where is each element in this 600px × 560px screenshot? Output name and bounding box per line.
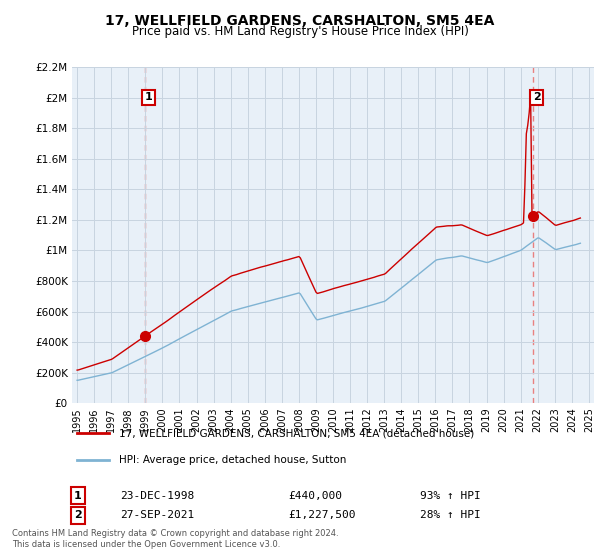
Text: 1: 1 (145, 92, 152, 102)
Text: Price paid vs. HM Land Registry's House Price Index (HPI): Price paid vs. HM Land Registry's House … (131, 25, 469, 38)
Text: 93% ↑ HPI: 93% ↑ HPI (420, 491, 481, 501)
Text: 27-SEP-2021: 27-SEP-2021 (120, 510, 194, 520)
Text: 2: 2 (74, 510, 82, 520)
Text: £1,227,500: £1,227,500 (288, 510, 355, 520)
Text: 28% ↑ HPI: 28% ↑ HPI (420, 510, 481, 520)
Text: Contains HM Land Registry data © Crown copyright and database right 2024.
This d: Contains HM Land Registry data © Crown c… (12, 529, 338, 549)
Text: 2: 2 (533, 92, 541, 102)
Text: 17, WELLFIELD GARDENS, CARSHALTON, SM5 4EA (detached house): 17, WELLFIELD GARDENS, CARSHALTON, SM5 4… (119, 428, 474, 438)
Text: HPI: Average price, detached house, Sutton: HPI: Average price, detached house, Sutt… (119, 455, 346, 465)
Text: 23-DEC-1998: 23-DEC-1998 (120, 491, 194, 501)
Text: 1: 1 (74, 491, 82, 501)
Text: 17, WELLFIELD GARDENS, CARSHALTON, SM5 4EA: 17, WELLFIELD GARDENS, CARSHALTON, SM5 4… (106, 14, 494, 28)
Text: £440,000: £440,000 (288, 491, 342, 501)
